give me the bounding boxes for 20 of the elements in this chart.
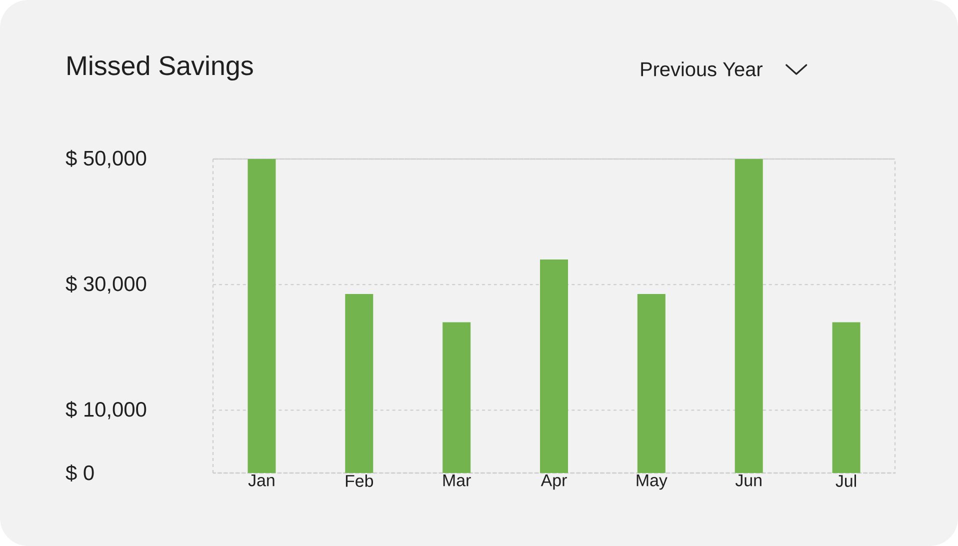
y-tick-label: $ 0 [66,464,94,482]
bar [442,322,471,473]
bar [248,158,276,473]
x-tick-label: Jun [735,474,762,486]
bar [637,294,666,473]
x-tick-label: Feb [346,474,374,487]
bar [832,322,860,473]
bar [345,294,374,473]
y-tick-label: $ 10,000 [66,401,146,420]
bar [540,259,568,473]
x-tick-label: May [636,474,668,490]
x-tick-label: Mar [443,474,471,486]
y-tick-label: $ 50,000 [66,150,146,168]
chart-title: Missed Savings [68,55,253,81]
x-tick-label: Jan [248,474,274,486]
x-tick-label: Apr [540,474,567,490]
bar [734,158,763,473]
y-tick-label: $ 30,000 [66,276,146,294]
text: Previous Year [641,62,763,76]
x-tick-label: Jul [836,474,856,487]
